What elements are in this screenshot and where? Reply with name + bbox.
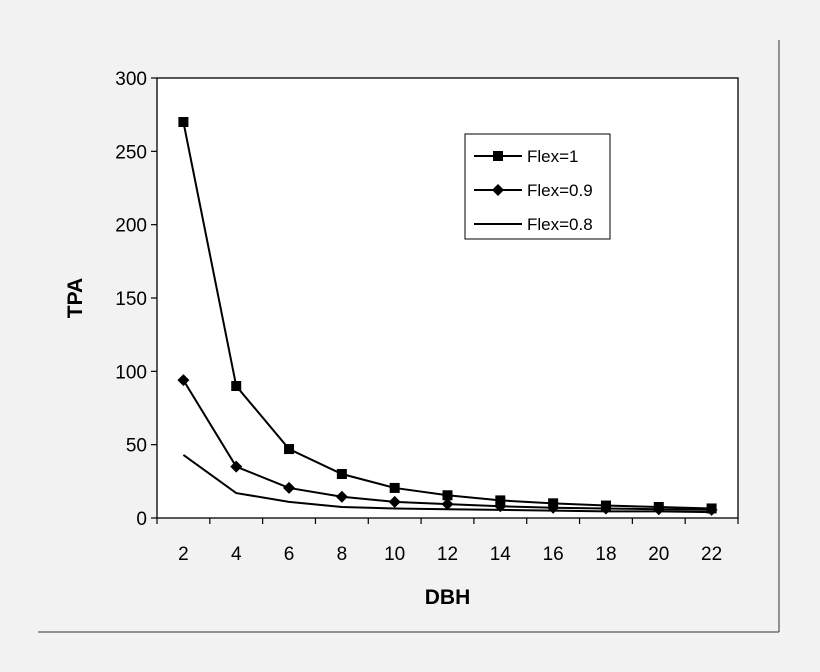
y-tick-label: 100 — [115, 362, 147, 383]
data-point — [336, 469, 347, 479]
y-tick-label: 250 — [115, 142, 147, 163]
x-tick-label: 2 — [178, 544, 189, 565]
legend: Flex=1 Flex=0.9 Flex=0.8 — [464, 133, 611, 240]
data-point — [178, 117, 189, 127]
data-point — [389, 482, 400, 493]
data-point — [441, 498, 454, 511]
x-axis-title: DBH — [425, 586, 471, 609]
data-point — [231, 381, 242, 391]
legend-marker — [493, 151, 503, 161]
data-point — [230, 460, 243, 473]
series-layer — [177, 117, 718, 516]
x-tick-label: 20 — [648, 544, 669, 565]
y-axis: 0 50 100 150 200 250 300 — [115, 69, 157, 530]
series-line — [182, 454, 712, 514]
x-tick-label: 14 — [490, 544, 512, 565]
legend-label: Flex=0.9 — [527, 181, 593, 200]
data-point — [442, 490, 453, 501]
x-tick-label: 16 — [543, 544, 564, 565]
x-tick-label: 4 — [231, 544, 242, 565]
legend-label: Flex=1 — [527, 147, 579, 166]
x-axis: 2 4 6 8 10 12 14 16 18 20 22 — [156, 518, 739, 565]
data-point — [283, 481, 296, 494]
x-tick-label: 18 — [595, 544, 616, 565]
legend-box — [464, 133, 611, 240]
y-tick-label: 0 — [136, 509, 147, 530]
legend-label: Flex=0.8 — [527, 215, 593, 234]
data-point — [284, 444, 295, 455]
x-tick-label: 12 — [437, 544, 458, 565]
data-point — [705, 503, 718, 516]
x-tick-label: 8 — [337, 544, 348, 565]
y-tick-label: 150 — [115, 289, 147, 310]
y-tick-label: 50 — [126, 436, 147, 457]
series-3 — [182, 454, 712, 514]
plot-area — [156, 77, 739, 519]
legend-marker — [492, 184, 504, 196]
y-tick-label: 200 — [115, 216, 147, 237]
x-tick-label: 22 — [701, 544, 722, 565]
x-tick-label: 6 — [284, 544, 295, 565]
y-axis-title: TPA — [64, 278, 87, 318]
y-tick-label: 300 — [115, 69, 147, 90]
x-tick-label: 10 — [384, 544, 405, 565]
data-point — [388, 495, 401, 508]
data-point — [335, 490, 348, 503]
data-point — [177, 374, 190, 387]
